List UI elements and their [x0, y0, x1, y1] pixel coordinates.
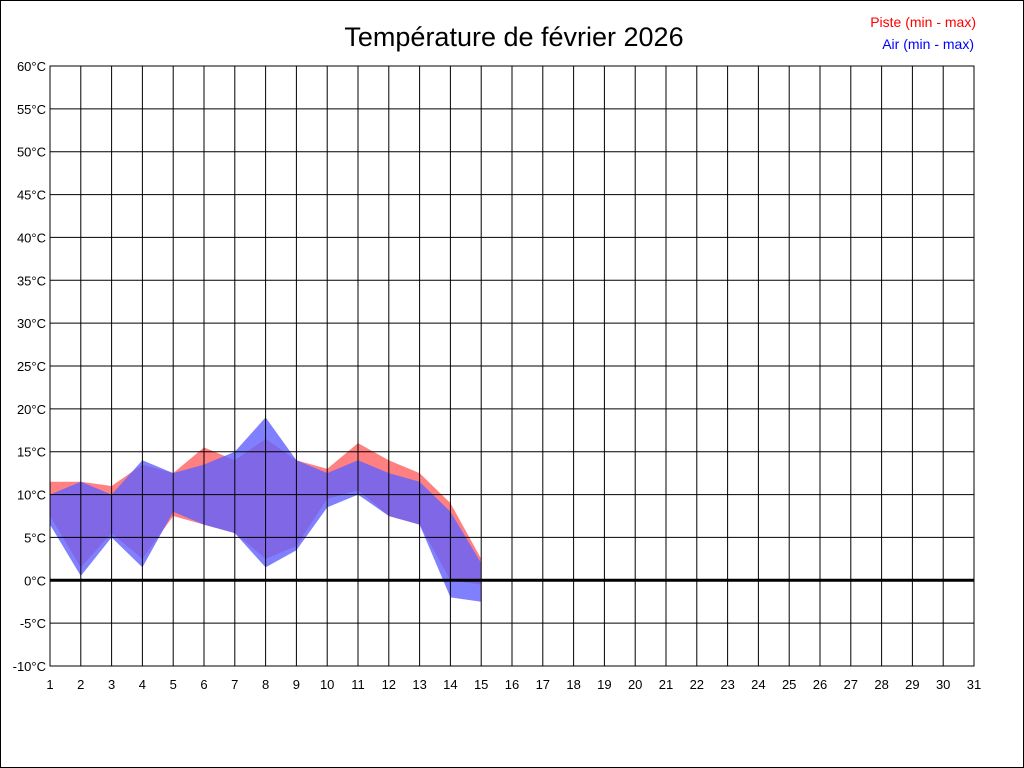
x-tick-label: 14	[443, 677, 457, 692]
x-tick-label: 17	[536, 677, 550, 692]
x-tick-label: 24	[751, 677, 765, 692]
x-tick-label: 22	[690, 677, 704, 692]
y-tick-label: 40°C	[17, 230, 46, 245]
x-tick-label: 30	[936, 677, 950, 692]
x-tick-label: 3	[108, 677, 115, 692]
x-tick-label: 13	[412, 677, 426, 692]
x-tick-label: 10	[320, 677, 334, 692]
plot-border	[49, 65, 975, 667]
x-tick-label: 28	[874, 677, 888, 692]
x-tick-label: 26	[813, 677, 827, 692]
x-tick-label: 29	[905, 677, 919, 692]
x-tick-label: 27	[844, 677, 858, 692]
x-tick-label: 12	[382, 677, 396, 692]
legend-air: Air (min - max)	[882, 36, 974, 52]
x-tick-label: 31	[967, 677, 981, 692]
y-tick-label: 10°C	[17, 488, 46, 503]
legend-piste: Piste (min - max)	[870, 14, 976, 30]
y-tick-label: 45°C	[17, 188, 46, 203]
y-tick-label: -10°C	[13, 659, 46, 674]
x-tick-label: 2	[77, 677, 84, 692]
x-tick-label: 23	[720, 677, 734, 692]
y-tick-label: 30°C	[17, 316, 46, 331]
x-tick-label: 4	[139, 677, 146, 692]
x-tick-label: 6	[200, 677, 207, 692]
y-tick-label: 50°C	[17, 145, 46, 160]
chart-title: Température de février 2026	[344, 22, 683, 52]
x-tick-label: 5	[170, 677, 177, 692]
x-tick-label: 18	[566, 677, 580, 692]
x-tick-label: 11	[351, 677, 365, 692]
x-tick-label: 19	[597, 677, 611, 692]
y-tick-label: 5°C	[24, 530, 46, 545]
x-tick-label: 7	[231, 677, 238, 692]
x-tick-label: 16	[505, 677, 519, 692]
x-tick-label: 20	[628, 677, 642, 692]
x-tick-label: 21	[659, 677, 673, 692]
y-tick-label: 60°C	[17, 59, 46, 74]
y-tick-label: 25°C	[17, 359, 46, 374]
y-tick-label: -5°C	[20, 616, 46, 631]
x-tick-label: 9	[293, 677, 300, 692]
y-tick-label: 15°C	[17, 445, 46, 460]
y-tick-label: 20°C	[17, 402, 46, 417]
y-tick-label: 0°C	[24, 573, 46, 588]
x-tick-label: 25	[782, 677, 796, 692]
y-tick-label: 35°C	[17, 273, 46, 288]
x-tick-label: 8	[262, 677, 269, 692]
x-tick-label: 15	[474, 677, 488, 692]
x-tick-label: 1	[46, 677, 53, 692]
y-tick-label: 55°C	[17, 102, 46, 117]
